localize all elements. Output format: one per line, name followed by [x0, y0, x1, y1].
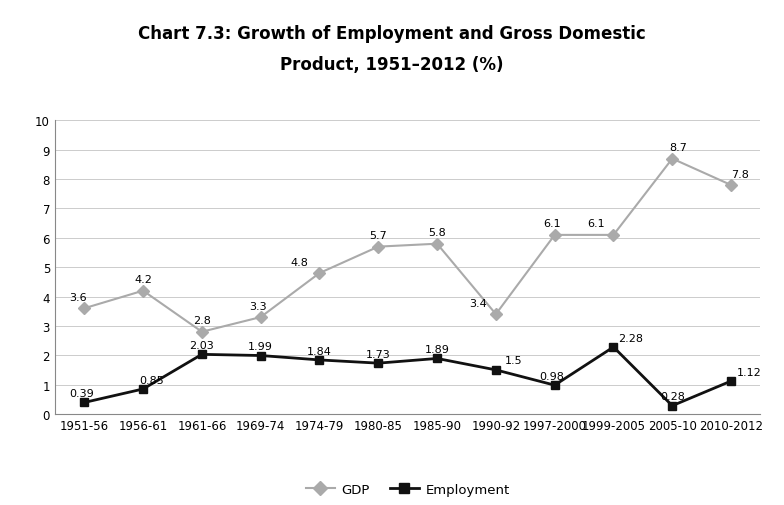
GDP	[608, 232, 618, 238]
GDP	[80, 306, 89, 312]
Text: 1.99: 1.99	[249, 341, 273, 351]
Employment	[667, 403, 677, 409]
Employment	[432, 356, 441, 362]
Employment	[550, 382, 559, 388]
GDP	[197, 329, 206, 335]
GDP	[256, 315, 265, 321]
Text: 2.8: 2.8	[193, 316, 211, 326]
Employment	[314, 357, 325, 363]
Text: 2.28: 2.28	[619, 333, 644, 343]
Text: 7.8: 7.8	[731, 169, 749, 179]
Line: Employment: Employment	[80, 343, 735, 410]
Text: 5.7: 5.7	[369, 231, 387, 241]
Text: 4.2: 4.2	[134, 275, 152, 285]
GDP	[491, 312, 500, 318]
Text: 0.28: 0.28	[660, 391, 684, 401]
Employment	[373, 361, 383, 367]
Text: 3.6: 3.6	[70, 292, 87, 302]
Employment	[491, 367, 500, 373]
Text: 0.85: 0.85	[140, 375, 165, 385]
GDP	[138, 288, 147, 294]
Text: 3.3: 3.3	[249, 301, 267, 311]
Text: Product, 1951–2012 (%): Product, 1951–2012 (%)	[280, 56, 504, 74]
Text: 1.84: 1.84	[307, 346, 332, 356]
Employment	[197, 351, 206, 358]
GDP	[726, 183, 735, 189]
Employment	[726, 378, 735, 384]
Text: 5.8: 5.8	[428, 228, 446, 238]
Text: 8.7: 8.7	[670, 143, 687, 153]
Text: 6.1: 6.1	[543, 219, 561, 229]
Text: 1.89: 1.89	[425, 344, 449, 355]
Text: 0.39: 0.39	[69, 388, 94, 398]
GDP	[373, 244, 383, 250]
Text: 3.4: 3.4	[470, 298, 487, 308]
Text: 1.73: 1.73	[366, 349, 390, 359]
Employment	[608, 344, 618, 350]
Text: 4.8: 4.8	[290, 257, 308, 267]
Text: 1.12: 1.12	[736, 367, 761, 377]
Employment	[80, 399, 89, 406]
GDP	[432, 241, 441, 247]
GDP	[314, 271, 325, 277]
Text: Chart 7.3: Growth of Employment and Gross Domestic: Chart 7.3: Growth of Employment and Gros…	[138, 25, 646, 43]
Employment	[256, 353, 265, 359]
Text: 6.1: 6.1	[587, 219, 604, 229]
Legend: GDP, Employment: GDP, Employment	[300, 477, 515, 501]
Text: 1.5: 1.5	[505, 356, 522, 366]
GDP	[550, 232, 559, 238]
GDP	[667, 156, 677, 162]
Text: 0.98: 0.98	[539, 371, 564, 381]
Text: 2.03: 2.03	[190, 340, 214, 350]
Employment	[138, 386, 147, 392]
Line: GDP: GDP	[80, 155, 735, 336]
